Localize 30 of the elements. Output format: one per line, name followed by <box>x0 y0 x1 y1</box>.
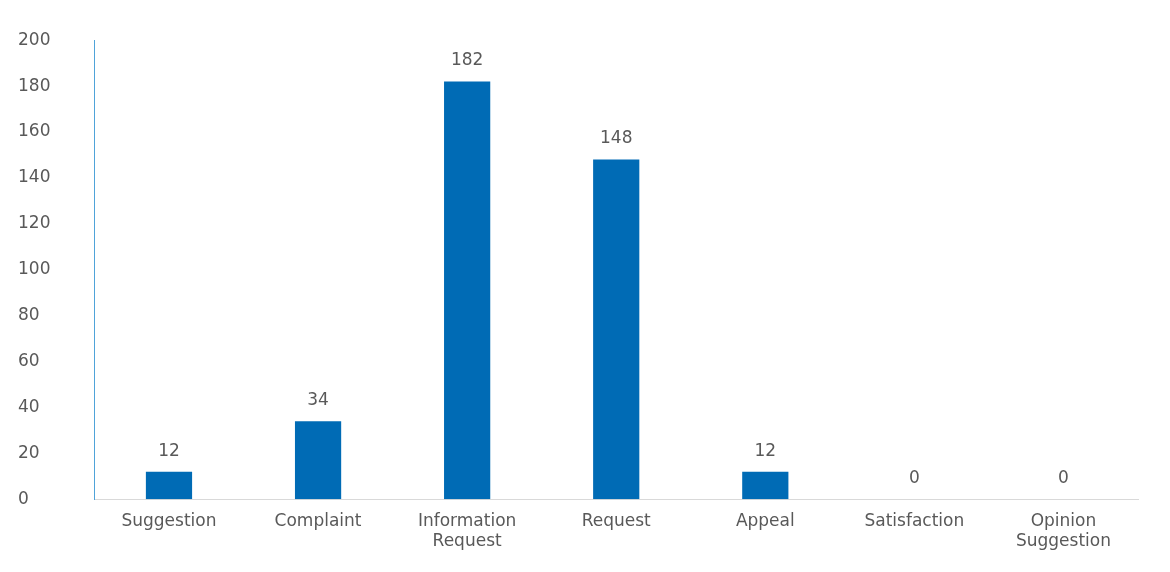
data-label: 182 <box>450 49 484 70</box>
bar <box>294 421 342 500</box>
x-tick-label: Suggestion <box>121 509 217 530</box>
data-label: 12 <box>754 439 777 460</box>
bar <box>145 471 193 500</box>
x-tick-label: Complaint <box>274 509 362 530</box>
y-tick-label: 40 <box>18 395 40 416</box>
y-tick-label: 120 <box>18 212 51 233</box>
x-tick-label: Satisfaction <box>864 509 965 530</box>
data-label: 34 <box>307 389 329 410</box>
data-label: 0 <box>1058 467 1069 488</box>
x-tick-label: Appeal <box>735 509 795 530</box>
y-tick-label: 100 <box>18 258 51 279</box>
y-tick-label: 0 <box>18 487 29 508</box>
y-tick-label: 200 <box>18 28 51 49</box>
x-tick-label: Opinion Suggestion <box>1015 509 1111 551</box>
data-label: 0 <box>908 467 920 488</box>
bar <box>444 81 491 500</box>
x-tick-label: Information Request <box>417 509 517 551</box>
y-tick-label: 80 <box>18 304 40 325</box>
y-tick-label: 20 <box>18 441 40 462</box>
y-tick-label: 60 <box>18 349 40 370</box>
bar <box>742 471 789 500</box>
y-tick-label: 160 <box>18 120 51 141</box>
y-tick-label: 180 <box>18 74 51 95</box>
bar <box>593 159 640 500</box>
x-tick-label: Request <box>581 509 652 530</box>
data-label: 148 <box>600 127 633 148</box>
data-label: 12 <box>158 439 180 460</box>
y-tick-label: 140 <box>18 166 51 187</box>
